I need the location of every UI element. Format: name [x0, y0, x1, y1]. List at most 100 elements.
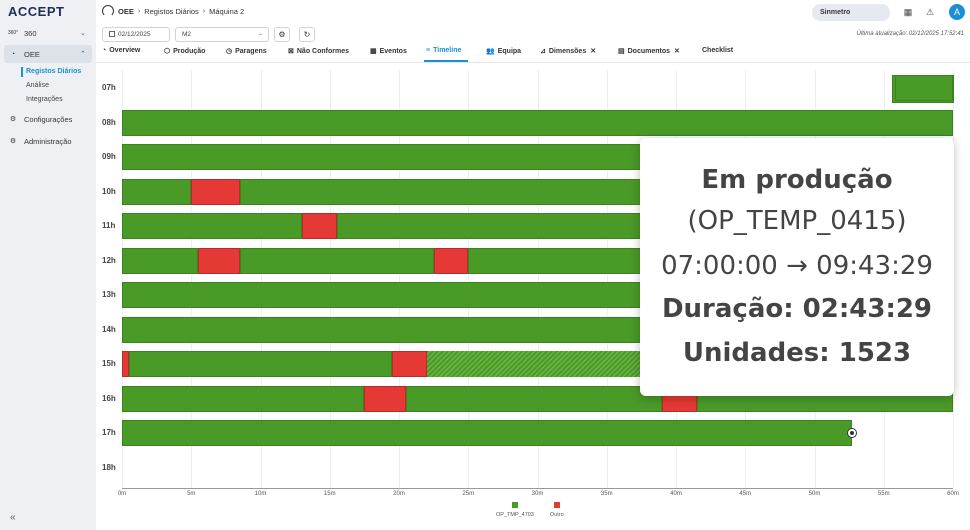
sidebar-subitem-registos-diarios[interactable]: Registos Diários [26, 68, 82, 75]
sidebar-item-configuracoes[interactable]: ⚙ Configurações [8, 114, 73, 124]
tab-overview[interactable]: ◔ Overview [102, 47, 140, 54]
close-icon[interactable]: ✕ [590, 48, 597, 55]
avatar[interactable]: A [949, 4, 965, 20]
active-tab-underline [424, 60, 468, 62]
x-tick-label: 55m [877, 491, 890, 497]
app-logo[interactable]: ACCEPT [8, 4, 65, 19]
timeline-segment-other[interactable] [198, 247, 240, 274]
breadcrumb-oee[interactable]: OEE [118, 6, 134, 16]
machine-select[interactable]: M2 ⌄ [175, 27, 269, 42]
hour-label: 16h [102, 393, 116, 403]
grid-line [399, 70, 400, 488]
legend-swatch [553, 502, 560, 508]
x-tick-label: 15m [323, 491, 336, 497]
hour-label: 12h [102, 255, 116, 265]
tab-paragens[interactable]: ◷ Paragens [226, 47, 267, 56]
box-icon: ⬡ [164, 48, 171, 55]
segment-tooltip: Em produção (OP_TEMP_0415) 07:00:00 → 09… [640, 138, 954, 396]
machine-value: M2 [182, 31, 192, 38]
sidebar-item-administracao[interactable]: ⚙ Administração [8, 136, 72, 146]
legend-label: OP_TMP_4703 [496, 512, 534, 518]
close-icon[interactable]: ✕ [674, 48, 680, 55]
gauge-icon [102, 5, 114, 17]
gauge-icon: ◔ [10, 50, 16, 58]
date-picker[interactable]: 02/12/2025 [102, 27, 170, 42]
tab-label: Paragens [235, 47, 267, 55]
sidebar-item-label: Administração [24, 136, 72, 146]
chevron-right-icon: › [202, 7, 206, 15]
tab-equipa[interactable]: 👥 Equipa [486, 47, 521, 56]
chevron-right-icon: › [137, 7, 141, 15]
tab-nao-conformes[interactable]: ⊠ Não Conformes [288, 47, 349, 56]
x-axis-line [122, 488, 953, 489]
tab-label: Overview [109, 47, 141, 54]
ruler-icon: ⊿ [540, 48, 546, 55]
collapse-sidebar-icon[interactable]: « [10, 512, 16, 523]
x-tick-label: 25m [462, 491, 475, 497]
breadcrumb: OEE › Registos Diários › Máquina 2 [102, 5, 244, 17]
timeline-segment-production[interactable] [894, 75, 953, 101]
calendar-icon [109, 31, 115, 37]
legend-item[interactable]: OP_TMP_4703 [496, 502, 534, 518]
timeline-segment-production[interactable] [122, 247, 199, 274]
calendar-icon[interactable]: ▦ [903, 6, 913, 17]
admin-icon: ⚙ [9, 138, 17, 145]
sidebar-item-label: Configurações [24, 114, 73, 124]
refresh-button[interactable]: ↻ [299, 27, 315, 42]
sidebar-item-360[interactable]: 360° 360 ⌄ [8, 28, 86, 38]
timeline-segment-production[interactable] [122, 420, 852, 446]
timeline-segment-other[interactable] [364, 385, 406, 412]
timeline-segment-production[interactable] [128, 351, 393, 377]
chevron-up-icon: ⌃ [80, 51, 86, 58]
gears-icon: ⚙ [278, 30, 286, 39]
legend-item[interactable]: Outro [550, 502, 564, 518]
timeline-segment-other[interactable] [191, 178, 240, 205]
timeline-segment-other[interactable] [302, 213, 337, 239]
hour-label: 15h [102, 359, 116, 368]
current-time-marker-icon[interactable] [847, 429, 856, 437]
timeline-segment-production[interactable] [122, 385, 365, 412]
sidebar-item-oee[interactable]: ◔ OEE ⌃ [8, 49, 86, 59]
legend: OP_TMP_4703 Outro [496, 502, 580, 518]
timeline-segment-other[interactable] [122, 351, 129, 377]
tab-bar: ◔ Overview ⬡ Produção ◷ Paragens ⊠ Não Confo… [96, 45, 970, 63]
tab-timeline[interactable]: ≡ Timeline [426, 47, 461, 54]
timeline-segment-other[interactable] [392, 351, 427, 377]
tab-label: Dimensões [548, 47, 587, 55]
x-tick-label: 30m [531, 491, 544, 497]
x-tick-label: 50m [808, 491, 821, 497]
hour-label: 10h [102, 186, 116, 196]
timeline-chart: OP_TMP_4703 OP_TMP_4703 Outro 0m 5m 10m 15m 2… [96, 70, 970, 530]
active-indicator [21, 67, 23, 77]
timeline-segment-production[interactable] [122, 178, 192, 205]
tab-dimensoes[interactable]: ⊿ Dimensões ✕ [540, 47, 597, 56]
tab-eventos[interactable]: ▦ Eventos [370, 47, 407, 56]
tab-documentos[interactable]: ▤ Documentos ✕ [618, 47, 680, 56]
hour-label: 08h [102, 117, 116, 127]
timeline-segment-production[interactable] [239, 247, 434, 274]
last-update-text: Última atualização: 02/12/2025 17:52:41 [856, 31, 964, 37]
timeline-segment-production[interactable] [405, 385, 663, 412]
tab-producao[interactable]: ⬡ Produção [164, 47, 205, 56]
tenant-selector[interactable]: Sinmetro [812, 4, 890, 21]
timeline-segment-other[interactable] [433, 247, 469, 274]
chevron-down-icon: ⌄ [80, 30, 86, 37]
timeline-segment-production[interactable] [122, 213, 303, 239]
x-tick-label: 60m [947, 491, 959, 497]
x-tick-label: 20m [393, 491, 405, 497]
sidebar-subitem-integracoes[interactable]: Integrações [26, 96, 63, 103]
topbar: OEE › Registos Diários › Máquina 2 Sinme… [96, 0, 970, 24]
legend-swatch [511, 502, 518, 508]
sidebar-subitem-analise[interactable]: Análise [26, 82, 49, 89]
tab-checklist[interactable]: Checklist [702, 47, 733, 54]
tooltip-units: Unidades: 1523 [682, 338, 912, 368]
hour-label: 18h [102, 462, 116, 472]
hour-label: 14h [102, 324, 116, 334]
timeline-segment-production[interactable] [122, 109, 953, 136]
tab-label: Checklist [702, 47, 734, 54]
warning-icon[interactable]: ⚠ [925, 6, 935, 17]
chevron-down-icon: ⌄ [257, 31, 263, 37]
settings-button[interactable]: ⚙ [274, 27, 290, 42]
tooltip-order: (OP_TEMP_0415) [687, 206, 907, 236]
breadcrumb-registos[interactable]: Registos Diários [144, 6, 199, 16]
